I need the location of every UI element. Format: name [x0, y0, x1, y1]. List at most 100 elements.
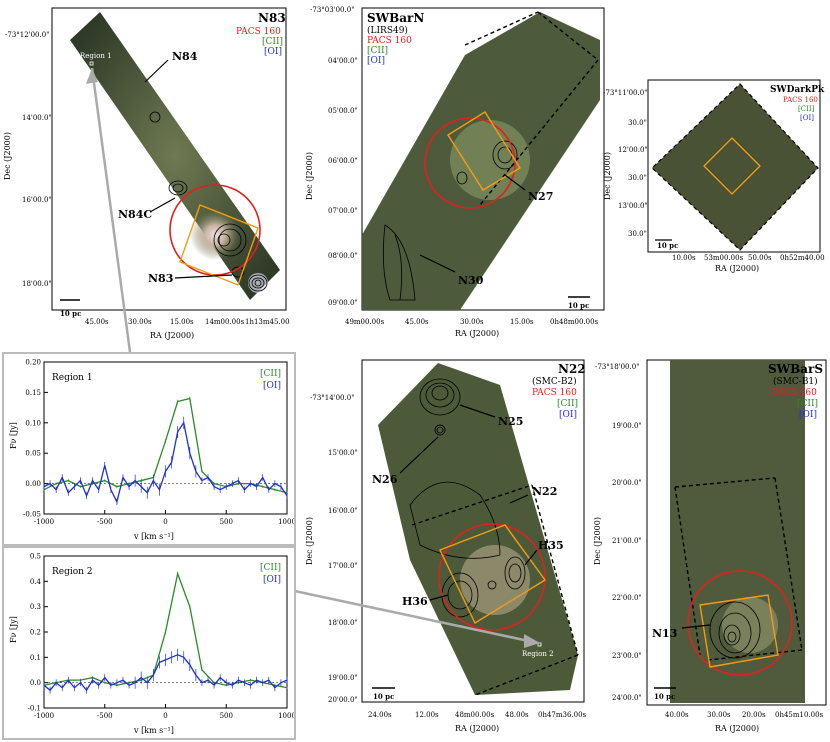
n22-xtick-2: 48m00.00s [455, 711, 495, 719]
region1-xlabel: v [km s⁻¹] [133, 532, 174, 541]
swbars-subtitle: (SMC-B1) [773, 376, 818, 387]
region1-title: Region 1 [52, 373, 93, 383]
n22-xtick-3: 48.00s [505, 711, 529, 719]
swbars-ytick-0: -73°18'00.0" [595, 363, 639, 371]
n83-xtick-2: 15.00s [170, 318, 194, 326]
swbars-ytick-3: 21'00.0" [612, 537, 642, 545]
swdarkpk-map-panel: SWDarkPk PACS 160 [CII] [OI] 10 pc 10.00… [600, 70, 825, 275]
swbarn-subtitle: (LIRS49) [367, 25, 408, 36]
n83-xtick-3: 14m00.00s [205, 318, 245, 326]
x-tick-label: 500 [220, 518, 233, 526]
swbars-scale: 10 pc [654, 692, 675, 701]
series-line-cii [43, 571, 288, 689]
swbarn-ytick-0: -73°03'00.0" [310, 6, 354, 14]
series-line-oi [43, 421, 288, 504]
y-tick-label: 0.15 [25, 389, 41, 397]
y-tick-label: 0.5 [30, 553, 41, 561]
label-h36: H36 [402, 595, 428, 608]
region2-spectrum-chart: Region 2 [CII] [OI] v [km s⁻¹] Fν [Jy] -… [9, 553, 296, 736]
y-tick-label: 0.2 [30, 629, 41, 637]
swdarkpk-xtick-0: 10.00s [672, 254, 696, 262]
swbarn-contours [382, 140, 518, 301]
swbars-footprint-box [699, 594, 779, 668]
swdarkpk-footprint-box [703, 137, 761, 195]
n83-ytick-1: 14'00.0" [22, 114, 52, 122]
swdarkpk-scale: 10 pc [657, 241, 678, 250]
n22-xlabel: RA (J2000) [455, 724, 499, 733]
swbarn-legend-oi: [OI] [367, 56, 385, 66]
swdarkpk-ytick-0: -73°11'00.0" [603, 89, 647, 97]
swbars-xtick-0: 40.00s [665, 711, 689, 719]
swbarn-scale: 10 pc [568, 301, 589, 310]
region1-legend-oi: [OI] [263, 381, 281, 391]
n83-title: N83 [258, 11, 286, 25]
n22-ytick-2: 16'00.0" [328, 507, 358, 515]
swbarn-ytick-3: 06'00.0" [328, 157, 358, 165]
swbars-legend-oi: [OI] [799, 410, 817, 420]
swbars-contours [709, 601, 761, 659]
label-n84: N84 [172, 50, 198, 63]
swbars-legend-cii: [CII] [797, 399, 818, 409]
n22-xtick-0: 24.00s [368, 711, 392, 719]
label-n22: N22 [532, 485, 557, 498]
swbarn-xtick-0: 49m00.00s [345, 318, 385, 326]
y-tick-label: 0.1 [30, 654, 41, 662]
swdarkpk-legend-pacs: PACS 160 [783, 96, 818, 104]
n83-pacs-beam [169, 184, 261, 276]
swbarn-ylabel: Dec (J2000) [305, 152, 314, 200]
region2-label: Region 2 [522, 650, 554, 658]
swdarkpk-legend-oi: [OI] [800, 114, 814, 122]
x-tick-label: -1000 [34, 518, 54, 526]
n22-legend-oi: [OI] [559, 410, 577, 420]
n83-xtick-4: 1h13m45.00s [245, 318, 290, 326]
region2-legend-oi: [OI] [263, 575, 281, 585]
swbars-xtick-2: 20.00s [742, 711, 766, 719]
n22-ytick-4: 18'00.0" [328, 619, 358, 627]
region1-spectrum-chart: Region 1 [CII] [OI] v [km s⁻¹] Fν [Jy] -… [9, 359, 296, 542]
y-tick-label: 0.3 [30, 603, 41, 611]
n22-ytick-3: 17'00.0" [328, 562, 358, 570]
swbarn-xtick-2: 30.00s [460, 318, 484, 326]
swdarkpk-xtick-2: 50.00s [748, 254, 772, 262]
swbarn-ytick-5: 08'00.0" [328, 252, 358, 260]
swbars-ytick-6: 24'00.0" [612, 694, 642, 702]
series-line-cii [43, 397, 288, 494]
region2-spectrum-panel: Region 2 [CII] [OI] v [km s⁻¹] Fν [Jy] -… [2, 546, 296, 740]
swbars-xlabel: RA (J2000) [715, 724, 759, 733]
n83-legend-oi: [OI] [264, 47, 282, 57]
n83-xtick-0: 45.00s [85, 318, 109, 326]
n22-ylabel: Dec (J2000) [305, 517, 314, 565]
swbarn-ytick-6: 09'00.0" [328, 299, 358, 307]
n22-ytick-6: 20'00.0" [328, 696, 358, 704]
n22-xtick-4: 0h47m36.00s [538, 711, 587, 719]
region1-marker [89, 61, 94, 66]
n83-ytick-0: -73°12'00.0" [5, 31, 49, 39]
n22-scale: 10 pc [373, 692, 394, 701]
x-tick-label: 1000 [278, 518, 294, 526]
label-n30: N30 [458, 274, 484, 287]
n22-title: N22 [558, 362, 586, 376]
y-tick-label: 0.10 [25, 419, 41, 427]
n83-xlabel: RA (J2000) [150, 331, 194, 340]
region2-ylabel: Fν [Jy] [9, 616, 18, 643]
swdarkpk-xtick-3: 0h52m40.00s [780, 254, 825, 262]
n22-legend-pacs: PACS 160 [532, 388, 577, 398]
swbars-ytick-1: 19'00.0" [612, 422, 642, 430]
region1-ylabel: Fν [Jy] [9, 422, 18, 449]
n83-xtick-1: 30.00s [128, 318, 152, 326]
region2-title: Region 2 [52, 567, 93, 577]
swbarn-legend-pacs: PACS 160 [367, 36, 412, 46]
region2-legend-cii: [CII] [260, 563, 281, 573]
n22-ytick-0: -73°14'00.0" [310, 394, 354, 402]
swbars-ytick-4: 22'00.0" [612, 594, 642, 602]
n22-ytick-1: 15'00.0" [328, 449, 358, 457]
swbars-legend-pacs: PACS 160 [772, 388, 817, 398]
swbars-ytick-5: 23'00.0" [612, 652, 642, 660]
swbarn-pacs-beam [424, 117, 516, 209]
x-tick-label: -500 [97, 518, 113, 526]
swdarkpk-ytick-5: 30.0" [628, 230, 647, 238]
y-tick-label: 0.00 [25, 480, 41, 488]
label-n27: N27 [528, 190, 553, 203]
swdarkpk-ytick-1: 30.0" [628, 119, 647, 127]
swdarkpk-legend-cii: [CII] [798, 105, 815, 113]
